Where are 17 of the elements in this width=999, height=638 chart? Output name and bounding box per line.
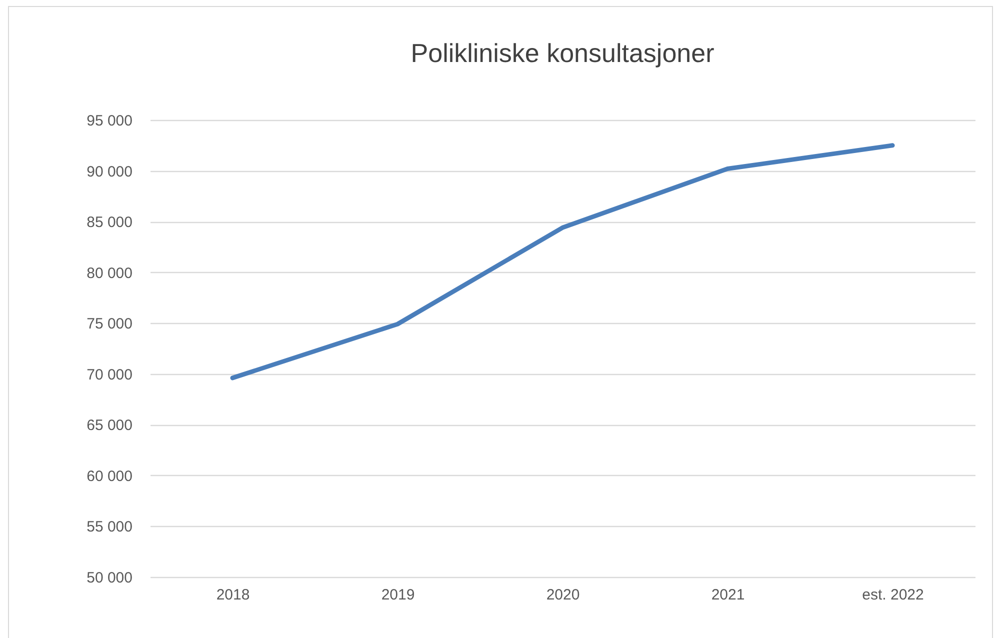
x-tick-label: 2019 — [381, 586, 415, 604]
x-tick-label: 2018 — [216, 586, 250, 604]
x-tick-label: est. 2022 — [862, 586, 924, 604]
line-series — [230, 143, 895, 380]
x-tick-label: 2020 — [546, 586, 580, 604]
y-tick-label: 80 000 — [86, 264, 132, 282]
y-tick-label: 95 000 — [86, 112, 132, 130]
y-tick-label: 75 000 — [86, 316, 132, 333]
chart-title: Polikliniske konsultasjoner — [410, 38, 715, 68]
y-tick-label: 65 000 — [86, 417, 132, 434]
y-tick-label: 60 000 — [86, 468, 132, 485]
y-tick-label: 90 000 — [86, 163, 132, 180]
x-tick-label: 2021 — [711, 586, 745, 604]
y-tick-label: 85 000 — [86, 214, 132, 232]
y-tick-label: 55 000 — [86, 518, 132, 536]
y-tick-label: 50 000 — [86, 570, 132, 586]
y-tick-label: 70 000 — [86, 366, 132, 384]
